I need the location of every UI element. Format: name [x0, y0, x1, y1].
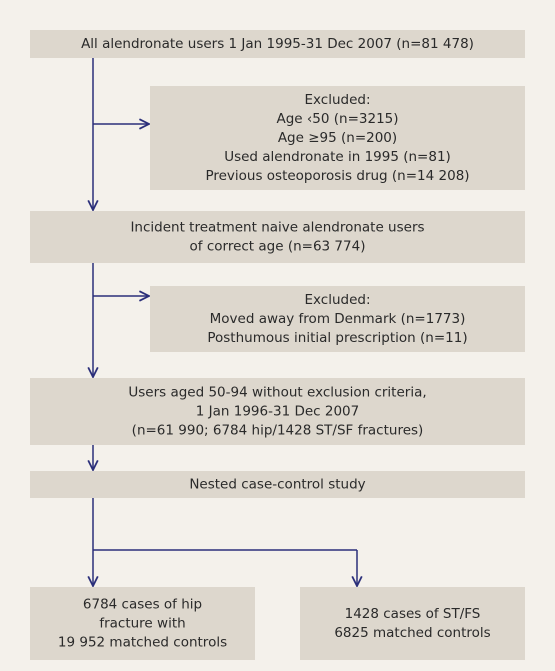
box	[30, 471, 525, 498]
box-text: 6825 matched controls	[334, 625, 490, 641]
box-text: Incident treatment naive alendronate use…	[130, 220, 424, 236]
box-text: Previous osteoporosis drug (n=14 208)	[205, 168, 469, 184]
box-text: Excluded:	[304, 292, 370, 308]
box-text: Excluded:	[304, 92, 370, 108]
box-text: Nested case-control study	[189, 477, 365, 493]
connectors	[93, 58, 357, 586]
box-text: (n=61 990; 6784 hip/1428 ST/SF fractures…	[132, 423, 424, 439]
box	[150, 86, 525, 190]
box-text: 19 952 matched controls	[58, 635, 227, 651]
box	[150, 286, 525, 352]
box-text: Age ‹50 (n=3215)	[276, 111, 398, 127]
box	[30, 587, 255, 660]
box-text: 6784 cases of hip	[83, 597, 202, 613]
box-text: Moved away from Denmark (n=1773)	[210, 311, 466, 327]
box-text: 1428 cases of ST/FS	[345, 606, 481, 622]
box	[30, 211, 525, 263]
box-text: of correct age (n=63 774)	[190, 239, 366, 255]
box-text: Users aged 50-94 without exclusion crite…	[128, 385, 426, 401]
box-text: Posthumous initial prescription (n=11)	[207, 330, 467, 346]
box-text: fracture with	[99, 616, 185, 632]
box	[300, 587, 525, 660]
box	[30, 30, 525, 58]
box-text: Age ≥95 (n=200)	[278, 130, 397, 146]
box	[30, 378, 525, 445]
box-text: 1 Jan 1996-31 Dec 2007	[196, 404, 359, 420]
box-text: Used alendronate in 1995 (n=81)	[224, 149, 451, 165]
box-text: All alendronate users 1 Jan 1995-31 Dec …	[81, 36, 474, 52]
